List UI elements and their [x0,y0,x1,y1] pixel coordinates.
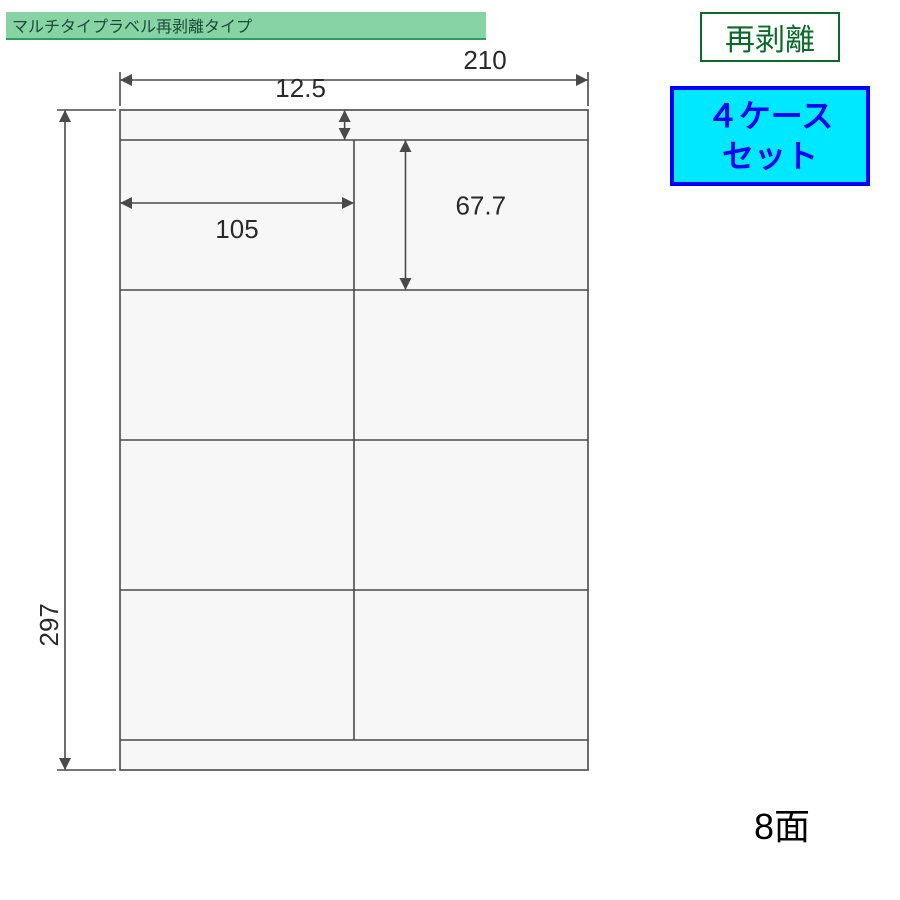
badge-set-line1: ４ケース [707,96,833,136]
badge-case-set: ４ケース セット [670,86,870,186]
svg-text:12.5: 12.5 [275,73,326,103]
header-bar: マルチタイプラベル再剥離タイプ [6,12,486,40]
header-text: マルチタイプラベル再剥離タイプ [12,13,252,37]
svg-text:210: 210 [463,50,506,75]
label-dimension-diagram: 210 12.5 105 67.7 297 [10,50,650,890]
badge-removable-text: 再剥離 [725,15,815,59]
face-count-label: 8面 [754,798,810,850]
svg-text:297: 297 [34,603,64,646]
svg-text:67.7: 67.7 [455,190,506,220]
face-count-text: 8面 [754,806,810,847]
badge-removable: 再剥離 [700,12,840,62]
svg-text:105: 105 [215,214,258,244]
badge-set-line2: セット [722,136,818,176]
